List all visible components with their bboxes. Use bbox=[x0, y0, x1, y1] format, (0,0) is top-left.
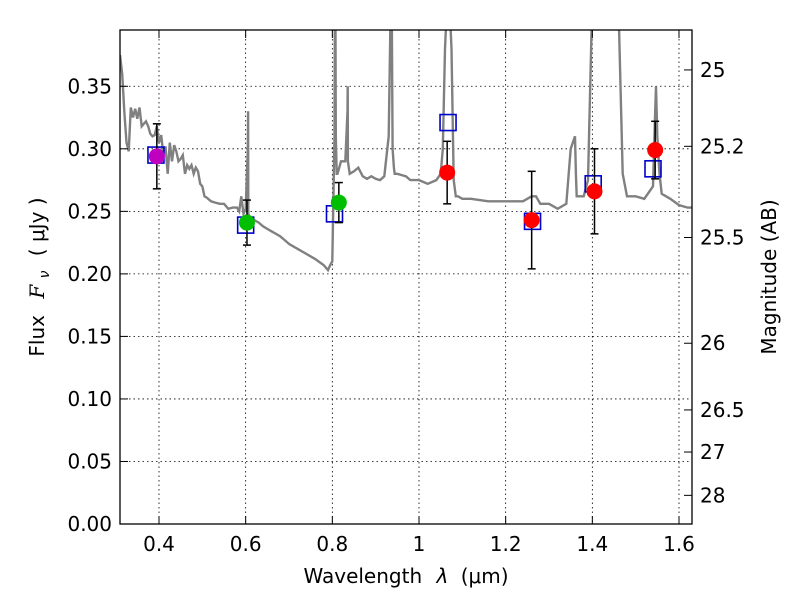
observed-photometry-layer bbox=[148, 120, 664, 270]
x-tick-label: 0.6 bbox=[230, 532, 262, 556]
mag-tick-label: 25.2 bbox=[700, 134, 745, 158]
spectrum-layer bbox=[120, 30, 692, 273]
model-square-marker bbox=[439, 113, 457, 132]
photometry-point bbox=[586, 183, 603, 200]
y2-axis-label: Magnitude (AB) bbox=[757, 199, 781, 354]
x-axis-label: Wavelength λ (μm) bbox=[303, 564, 508, 588]
y-axis-label: Flux F ν ( μJy ) bbox=[25, 197, 54, 356]
y-tick-label: 0.25 bbox=[67, 199, 112, 223]
mag-tick-label: 25.5 bbox=[700, 225, 745, 249]
x-tick-label: 1.6 bbox=[663, 532, 695, 556]
y-label-prefix: Flux bbox=[25, 315, 49, 357]
x-tick-label: 1.4 bbox=[576, 532, 608, 556]
mag-tick-label: 28 bbox=[700, 483, 725, 507]
mag-tick-label: 26 bbox=[700, 331, 725, 355]
photometry-point bbox=[238, 214, 255, 231]
photometry-point bbox=[330, 194, 347, 211]
grid bbox=[120, 30, 692, 525]
mag-tick-label: 25 bbox=[700, 58, 725, 82]
model-square-marker bbox=[644, 160, 662, 178]
photometry-point bbox=[647, 142, 664, 159]
photometry-point bbox=[523, 212, 540, 229]
y-label-unit: ( μJy ) bbox=[25, 197, 49, 256]
x-tick-label: 1.2 bbox=[490, 532, 522, 556]
x-tick-label: 1 bbox=[413, 532, 426, 556]
y-label-F: F bbox=[25, 284, 49, 300]
y-tick-label: 0.20 bbox=[67, 262, 112, 286]
y-tick-label: 0.05 bbox=[67, 449, 112, 473]
x-tick-label: 0.8 bbox=[316, 532, 348, 556]
photometry-point bbox=[148, 148, 165, 165]
y-label-nu: ν bbox=[37, 270, 53, 278]
y-tick-label: 0.15 bbox=[67, 324, 112, 348]
mag-tick-label: 26.5 bbox=[700, 398, 745, 422]
plot-frame bbox=[119, 29, 693, 525]
model-spectrum-line bbox=[120, 30, 692, 273]
y-tick-label: 0.10 bbox=[67, 387, 112, 411]
y-tick-label: 0.00 bbox=[67, 512, 112, 536]
tick-layer: 0.4 0.6 0.8 1 1.2 1.4 1.6 0.00 0.05 0.10 0.15 0.20 0… bbox=[67, 30, 745, 556]
x-label-prefix: Wavelength bbox=[303, 564, 422, 588]
x-tick-label: 0.4 bbox=[143, 532, 175, 556]
x-label-unit: (μm) bbox=[461, 564, 509, 588]
y-tick-label: 0.30 bbox=[67, 137, 112, 161]
mag-tick-label: 27 bbox=[700, 440, 725, 464]
photometry-point bbox=[439, 164, 456, 181]
y-tick-label: 0.35 bbox=[67, 74, 112, 98]
x-label-lambda: λ bbox=[436, 564, 449, 588]
model-photometry-layer bbox=[147, 113, 662, 234]
